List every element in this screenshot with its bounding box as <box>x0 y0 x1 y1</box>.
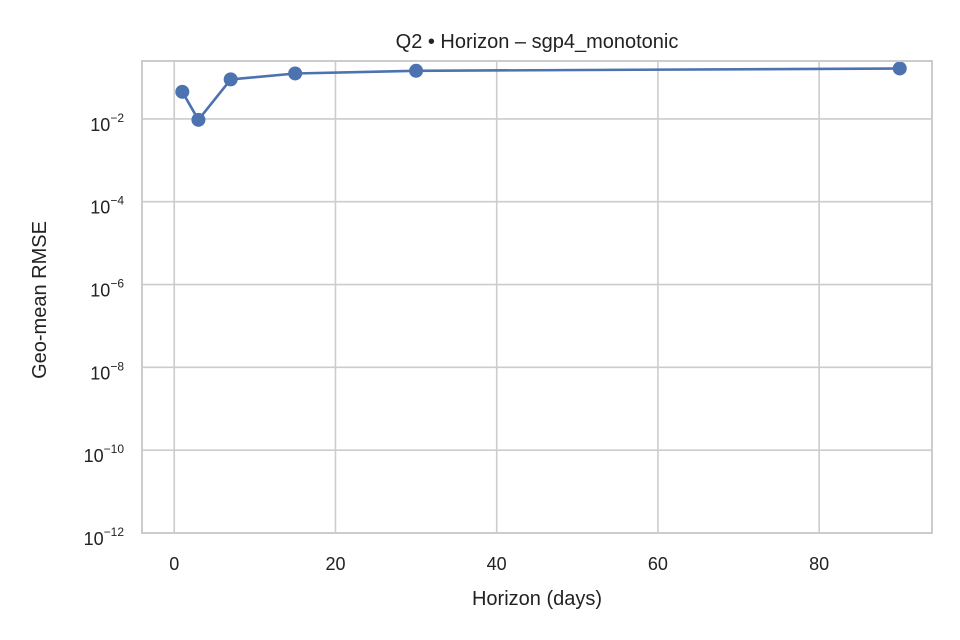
data-point <box>409 63 424 78</box>
y-tick-label: 10−8 <box>90 359 124 383</box>
grid-lines <box>142 61 932 533</box>
x-tick-label: 60 <box>648 554 668 574</box>
x-tick-label: 40 <box>487 554 507 574</box>
data-point <box>892 61 907 76</box>
data-point <box>223 72 238 87</box>
series-layer <box>175 61 907 127</box>
data-point <box>175 84 190 99</box>
chart-title: Q2 • Horizon – sgp4_monotonic <box>396 31 679 53</box>
plot-frame <box>141 60 933 534</box>
x-tick-label: 20 <box>325 554 345 574</box>
y-axis-ticks: 10−12 10−10 10−8 10−6 10−4 10−2 <box>84 111 125 549</box>
data-point <box>288 66 303 81</box>
y-tick-label: 10−6 <box>90 277 124 301</box>
y-tick-label: 10−2 <box>90 111 124 135</box>
x-tick-label: 0 <box>169 554 179 574</box>
y-axis-label: Geo-mean RMSE <box>29 221 51 379</box>
y-tick-label: 10−12 <box>84 525 125 549</box>
x-axis-label: Horizon (days) <box>472 588 602 610</box>
y-tick-label: 10−4 <box>90 194 124 218</box>
x-tick-label: 80 <box>809 554 829 574</box>
y-tick-label: 10−10 <box>84 442 125 466</box>
data-point <box>191 112 206 127</box>
x-axis-ticks: 0 20 40 60 80 <box>169 554 829 574</box>
